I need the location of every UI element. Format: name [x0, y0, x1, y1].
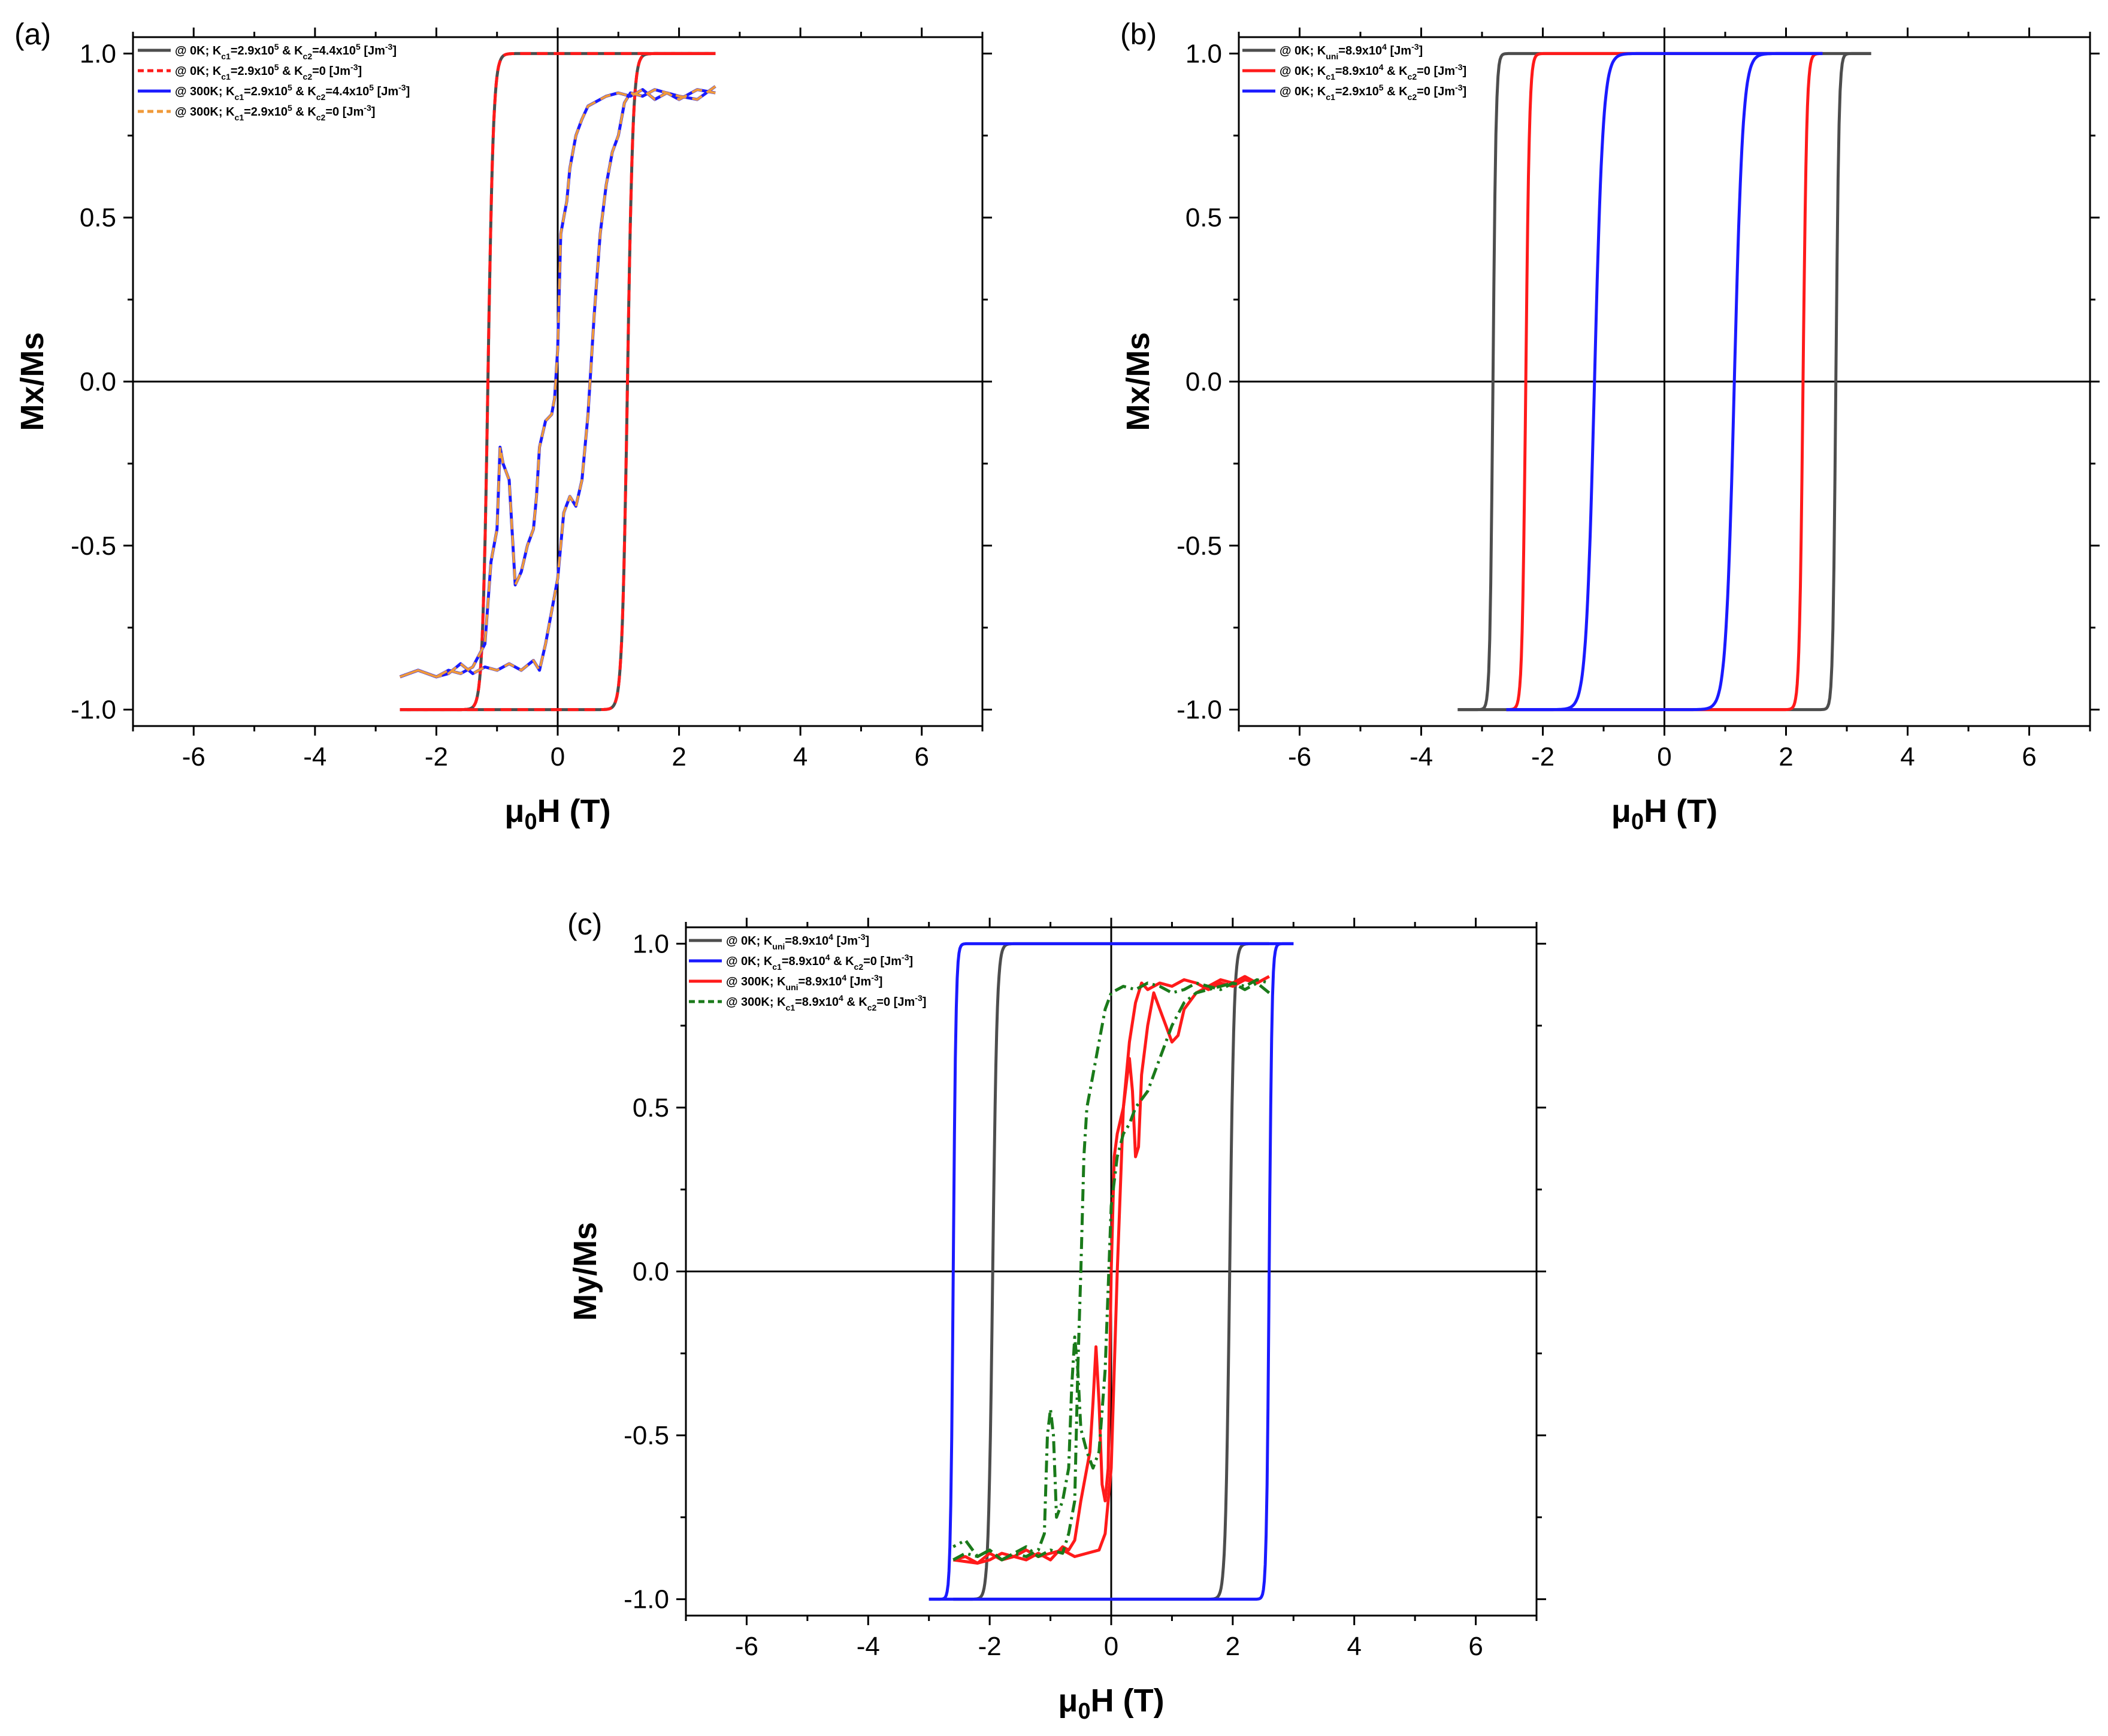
series-line-2-descending: [928, 942, 1295, 1601]
legend-label: @ 300K; Kc1=2.9x105 & Kc2=4.4x105 [Jm-3]: [175, 83, 410, 102]
series-group: [399, 52, 716, 712]
y-tick-label: -0.5: [624, 1421, 669, 1450]
x-tick-label: -6: [182, 742, 205, 772]
legend-label: @ 0K; Kc1=2.9x105 & Kc2=0 [Jm-3]: [1280, 83, 1466, 102]
y-tick-label: 1.0: [80, 39, 116, 68]
x-tick-label: 0: [1657, 742, 1671, 772]
series-line-4-descending: [952, 981, 1271, 1562]
y-tick-label: 0.0: [633, 1257, 669, 1287]
x-tick-label: -4: [1410, 742, 1433, 772]
series-line-3-ascending: [1505, 52, 1823, 712]
y-tick-label: -0.5: [1177, 531, 1222, 561]
x-tick-label: 2: [1226, 1632, 1240, 1661]
series-line-4-ascending: [400, 88, 716, 678]
x-tick-label: 2: [1779, 742, 1793, 772]
y-tick-label: 0.5: [80, 203, 116, 232]
series-line-4-ascending: [952, 978, 1270, 1562]
legend-label: @ 0K; Kuni=8.9x104 [Jm-3]: [1280, 42, 1423, 61]
y-tick-label: -1.0: [71, 695, 116, 725]
x-axis-title: μ0H (T): [504, 793, 610, 834]
panel-c: -6 -4 -2 0 2 4 6 -1.0 -0.5 0.0 0.5 1.0 μ0H (T) My/Ms (…: [567, 908, 1546, 1724]
x-tick-label: -6: [1288, 742, 1311, 772]
series-group: [1457, 52, 1872, 712]
y-axis-title: Mx/Ms: [14, 332, 50, 431]
y-tick-label: -0.5: [71, 531, 116, 561]
panel-label: (b): [1120, 17, 1157, 51]
series-line-3-ascending: [952, 975, 1270, 1565]
x-tick-label: 6: [2022, 742, 2036, 772]
x-tick-label: -2: [1531, 742, 1554, 772]
x-tick-label: 4: [1347, 1632, 1361, 1661]
y-tick-label: 0.5: [633, 1093, 669, 1123]
y-tick-label: 0.0: [80, 367, 116, 397]
legend-label: @ 0K; Kc1=2.9x105 & Kc2=0 [Jm-3]: [175, 62, 362, 81]
series-line-2-descending: [399, 52, 716, 712]
legend: @ 0K; Kuni=8.9x104 [Jm-3]@ 0K; Kc1=8.9x1…: [689, 932, 926, 1012]
legend-label: @ 300K; Kc1=8.9x104 & Kc2=0 [Jm-3]: [726, 993, 926, 1012]
y-tick-label: -1.0: [1177, 695, 1222, 725]
legend: @ 0K; Kuni=8.9x104 [Jm-3]@ 0K; Kc1=8.9x1…: [1242, 42, 1466, 102]
x-tick-label: -4: [857, 1632, 880, 1661]
x-tick-label: 4: [1900, 742, 1915, 772]
x-tick-label: 6: [1468, 1632, 1483, 1661]
panel-b: -6 -4 -2 0 2 4 6 -1.0 -0.5 0.0 0.5 1.0 μ0H (T) Mx/Ms (…: [1120, 17, 2100, 834]
y-tick-label: 1.0: [633, 929, 669, 958]
x-tick-label: -4: [303, 742, 326, 772]
legend-label: @ 0K; Kc1=2.9x105 & Kc2=4.4x105 [Jm-3]: [175, 42, 397, 61]
x-tick-label: 6: [914, 742, 929, 772]
x-tick-label: -2: [978, 1632, 1002, 1661]
series-line-2-ascending: [399, 52, 716, 712]
panel-label: (c): [567, 908, 602, 941]
legend-label: @ 300K; Kc1=2.9x105 & Kc2=0 [Jm-3]: [175, 103, 375, 122]
series-group: [928, 942, 1295, 1601]
y-tick-label: -1.0: [624, 1585, 669, 1614]
x-axis-title: μ0H (T): [1611, 793, 1717, 834]
series-line-2-ascending: [928, 942, 1295, 1601]
x-tick-label: 2: [672, 742, 686, 772]
panel-label: (a): [14, 17, 51, 51]
x-tick-label: -2: [425, 742, 448, 772]
y-tick-label: 1.0: [1185, 39, 1222, 68]
x-tick-label: -6: [735, 1632, 758, 1661]
y-tick-label: 0.0: [1185, 367, 1222, 397]
legend: @ 0K; Kc1=2.9x105 & Kc2=4.4x105 [Jm-3]@ …: [138, 42, 410, 122]
y-axis-title: My/Ms: [567, 1222, 603, 1321]
y-axis-title: Mx/Ms: [1120, 332, 1156, 431]
y-tick-label: 0.5: [1185, 203, 1222, 232]
legend-label: @ 0K; Kc1=8.9x104 & Kc2=0 [Jm-3]: [1280, 62, 1466, 81]
series-line-4-descending: [400, 85, 716, 678]
x-axis-title: μ0H (T): [1058, 1683, 1164, 1724]
series-line-3-descending: [952, 975, 1270, 1565]
legend-label: @ 0K; Kuni=8.9x104 [Jm-3]: [726, 932, 869, 951]
x-tick-label: 0: [1104, 1632, 1118, 1661]
x-tick-label: 4: [793, 742, 807, 772]
panel-a: -6 -4 -2 0 2 4 6 -1.0 -0.5 0.0 0.5 1.0 μ0H (T) Mx/Ms (…: [14, 17, 992, 834]
x-tick-label: 0: [551, 742, 565, 772]
legend-label: @ 0K; Kc1=8.9x104 & Kc2=0 [Jm-3]: [726, 952, 913, 972]
legend-label: @ 300K; Kuni=8.9x104 [Jm-3]: [726, 973, 882, 992]
